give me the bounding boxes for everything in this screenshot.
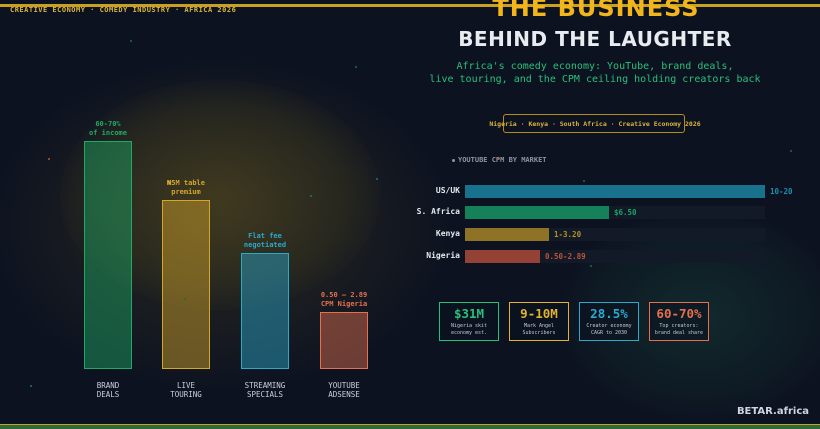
tagline-pill — [503, 114, 685, 133]
cpm-row-nigeria: Nigeria 0.50-2.89 — [0, 250, 820, 264]
stat-value: $31M — [453, 306, 485, 321]
income-bar-live-touring — [162, 200, 210, 369]
decor-dot — [497, 158, 499, 160]
subtitle-line-2: live touring, and the CPM ceiling holdin… — [429, 74, 761, 85]
tagline-text: Nigeria · Kenya · South Africa · Creativ… — [489, 120, 701, 128]
income-bar-top-label: 60-70% of income — [68, 120, 148, 138]
income-bar-brand-deals — [84, 141, 132, 369]
kicker-text: CREATIVE ECONOMY · COMEDY INDUSTRY · AFR… — [10, 6, 237, 14]
bar-top-line: Flat fee — [248, 232, 282, 240]
income-bar-youtube-adsense — [320, 312, 368, 369]
bar-category-line: YOUTUBE — [328, 381, 360, 390]
stat-label-line: brand deal share — [654, 329, 704, 336]
bullet-icon — [452, 158, 455, 162]
cpm-heading-text: YOUTUBE CPM BY MARKET — [458, 156, 547, 164]
bar-top-line: 60-70% — [95, 120, 121, 128]
income-bar-top-label: 0.50 – 2.89 CPM Nigeria — [304, 291, 384, 309]
decor-dot — [376, 178, 378, 180]
page-title-secondary: BEHIND THE LAUGHTER — [458, 27, 732, 51]
stat-value: 60-70% — [656, 306, 702, 321]
income-bar-top-label: ₦5M table premium — [146, 179, 226, 197]
cpm-row-label: S. Africa — [416, 207, 460, 216]
decor-dot — [130, 40, 132, 42]
decor-dot — [790, 150, 792, 152]
cpm-row-label: Nigeria — [426, 251, 460, 260]
bar-top-line: negotiated — [243, 241, 287, 249]
stat-card-skit-economy: $31M Nigeria skit economy est. — [439, 302, 499, 341]
cpm-row-track — [465, 250, 765, 263]
stat-label-line: Mark Angel — [523, 323, 555, 329]
bottom-accent-line-gold — [0, 424, 820, 425]
subtitle-line-1: Africa's comedy economy: YouTube, brand … — [456, 61, 734, 72]
bar-category-line: TOURING — [170, 390, 202, 399]
cpm-row-bar — [465, 185, 765, 198]
bar-category-line: BRAND — [96, 381, 120, 390]
stat-label: Top creators: brand deal share — [650, 323, 708, 336]
bar-category-line: SPECIALS — [246, 390, 284, 399]
bar-top-line: ₦5M table — [167, 179, 205, 187]
stat-card-cagr: 28.5% Creator economy CAGR to 2030 — [579, 302, 639, 341]
stat-label-line: Nigeria skit — [450, 323, 488, 329]
bar-category-line: DEALS — [96, 390, 120, 399]
background-glow-left — [0, 60, 450, 390]
cpm-row-kenya: Kenya 1-3.20 — [0, 228, 820, 242]
stat-label-line: Top creators: — [659, 323, 699, 329]
cpm-section-heading: YOUTUBE CPM BY MARKET — [452, 156, 547, 164]
bottom-accent-line-green — [0, 425, 820, 429]
cpm-row-value: 10-20 — [770, 187, 793, 196]
stat-card-subscribers: 9-10M Mark Angel Subscribers — [509, 302, 569, 341]
income-bar-category: LIVE TOURING — [146, 381, 226, 399]
brand-logo-text[interactable]: BETAR.africa — [736, 406, 809, 417]
decor-dot — [30, 385, 32, 387]
bar-top-line: CPM Nigeria — [320, 300, 368, 308]
bar-category-line: ADSENSE — [328, 390, 360, 399]
bar-top-line: 0.50 – 2.89 — [320, 291, 368, 299]
cpm-row-us-uk: US/UK 10-20 — [0, 185, 820, 199]
cpm-row-south-africa: S. Africa $6.50 — [0, 206, 820, 220]
page-subtitle: Africa's comedy economy: YouTube, brand … — [420, 60, 770, 86]
cpm-row-label: US/UK — [435, 186, 460, 195]
bar-category-line: LIVE — [176, 381, 196, 390]
bar-category-line: STREAMING — [244, 381, 286, 390]
cpm-row-value: 0.50-2.89 — [545, 252, 586, 261]
stat-label: Mark Angel Subscribers — [510, 323, 568, 336]
cpm-row-bar — [465, 228, 549, 241]
decor-dot — [48, 158, 50, 160]
decor-dot — [590, 265, 592, 267]
income-bar-streaming-specials — [241, 253, 289, 369]
income-bar-category: BRAND DEALS — [68, 381, 148, 399]
stat-label-line: Subscribers — [522, 329, 556, 336]
cpm-row-value: 1-3.20 — [554, 230, 582, 239]
stat-label-line: CAGR to 2030 — [590, 329, 628, 336]
cpm-row-label: Kenya — [435, 229, 460, 238]
decor-dot — [583, 180, 585, 182]
income-bar-top-label: Flat fee negotiated — [225, 232, 305, 250]
top-accent-line — [0, 4, 820, 7]
page-title: THE BUSINESS — [492, 0, 700, 22]
stat-label-line: economy est. — [450, 329, 488, 336]
stat-label: Nigeria skit economy est. — [440, 323, 498, 336]
decor-dot — [184, 298, 186, 300]
income-bar-category: YOUTUBE ADSENSE — [304, 381, 384, 399]
stat-label: Creator economy CAGR to 2030 — [580, 323, 638, 336]
income-bar-category: STREAMING SPECIALS — [225, 381, 305, 399]
stat-card-brand-share: 60-70% Top creators: brand deal share — [649, 302, 709, 341]
decor-dot — [310, 195, 312, 197]
bar-top-line: premium — [171, 188, 201, 196]
bar-top-line: of income — [89, 129, 127, 137]
cpm-row-bar — [465, 206, 609, 219]
decor-dot — [355, 66, 357, 68]
stat-value: 28.5% — [590, 306, 628, 321]
stat-value: 9-10M — [520, 306, 558, 321]
cpm-row-bar — [465, 250, 540, 263]
stat-label-line: Creator economy — [586, 323, 632, 329]
cpm-row-value: $6.50 — [614, 208, 637, 217]
